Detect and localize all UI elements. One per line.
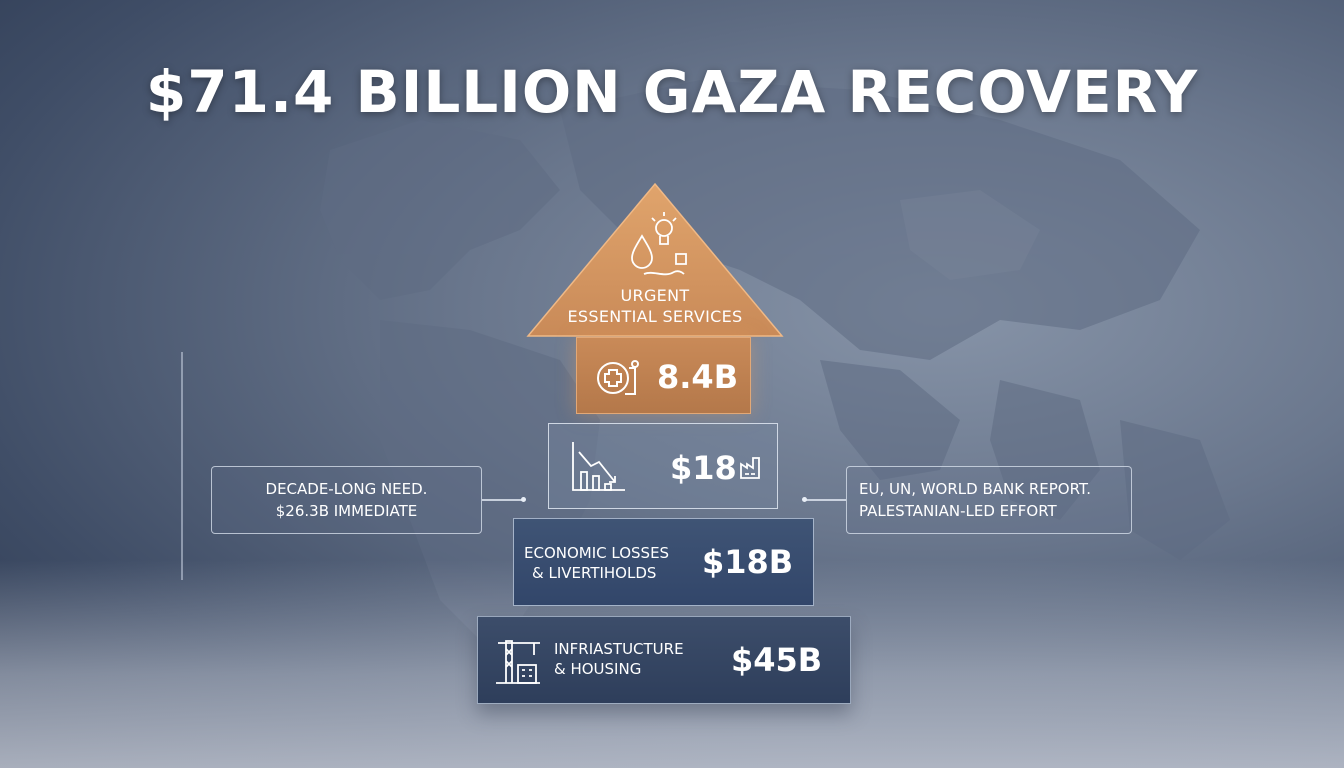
- medical-cross-icon: [597, 360, 639, 395]
- callout-left-line2: $26.3B IMMEDIATE: [275, 502, 418, 520]
- connector-left-dot: [521, 497, 526, 502]
- apex-label-line2: ESSENTIAL SERVICES: [567, 307, 743, 326]
- callout-right-line1: EU, UN, WORLD BANK REPORT.: [859, 480, 1092, 498]
- factory-icon: [740, 457, 760, 479]
- tier-infrastructure-value: $45B: [731, 641, 823, 679]
- tier-18-value: $18: [670, 449, 737, 487]
- water-drop-lightbulb-icon: [631, 212, 687, 276]
- apex-label-line1: URGENT: [620, 286, 690, 305]
- tier-economic-losses: ECONOMIC LOSSES & LIVERTIHOLDS $18B: [513, 518, 814, 606]
- tier-infrastructure-label-line2: & HOUSING: [554, 660, 642, 678]
- tier-essential-services: 8.4B: [576, 337, 751, 414]
- tier-18: $18: [548, 423, 778, 509]
- tier-infrastructure: INFRIASTUCTURE & HOUSING $45B: [477, 616, 851, 704]
- connector-right: [806, 499, 846, 501]
- pyramid-apex: [526, 182, 784, 337]
- callout-left-line1: DECADE-LONG NEED.: [265, 480, 428, 498]
- tier-economic-value: $18B: [702, 543, 794, 581]
- callout-right: EU, UN, WORLD BANK REPORT. PALESTANIAN-L…: [846, 466, 1132, 534]
- tier-infrastructure-label-line1: INFRIASTUCTURE: [554, 640, 684, 658]
- tier-essential-value: 8.4B: [657, 358, 739, 396]
- callout-right-line2: PALESTANIAN-LED EFFORT: [859, 502, 1057, 520]
- callout-left: DECADE-LONG NEED. $26.3B IMMEDIATE: [211, 466, 482, 534]
- connector-right-dot: [802, 497, 807, 502]
- connector-left: [482, 499, 522, 501]
- page-title: $71.4 BILLION GAZA RECOVERY: [145, 58, 1199, 126]
- tier-economic-label-line1: ECONOMIC LOSSES: [524, 544, 670, 562]
- tier-economic-label-line2: & LIVERTIHOLDS: [532, 564, 657, 582]
- declining-chart-icon: [572, 442, 625, 491]
- left-divider-line: [181, 352, 183, 580]
- construction-crane-icon: [496, 640, 540, 684]
